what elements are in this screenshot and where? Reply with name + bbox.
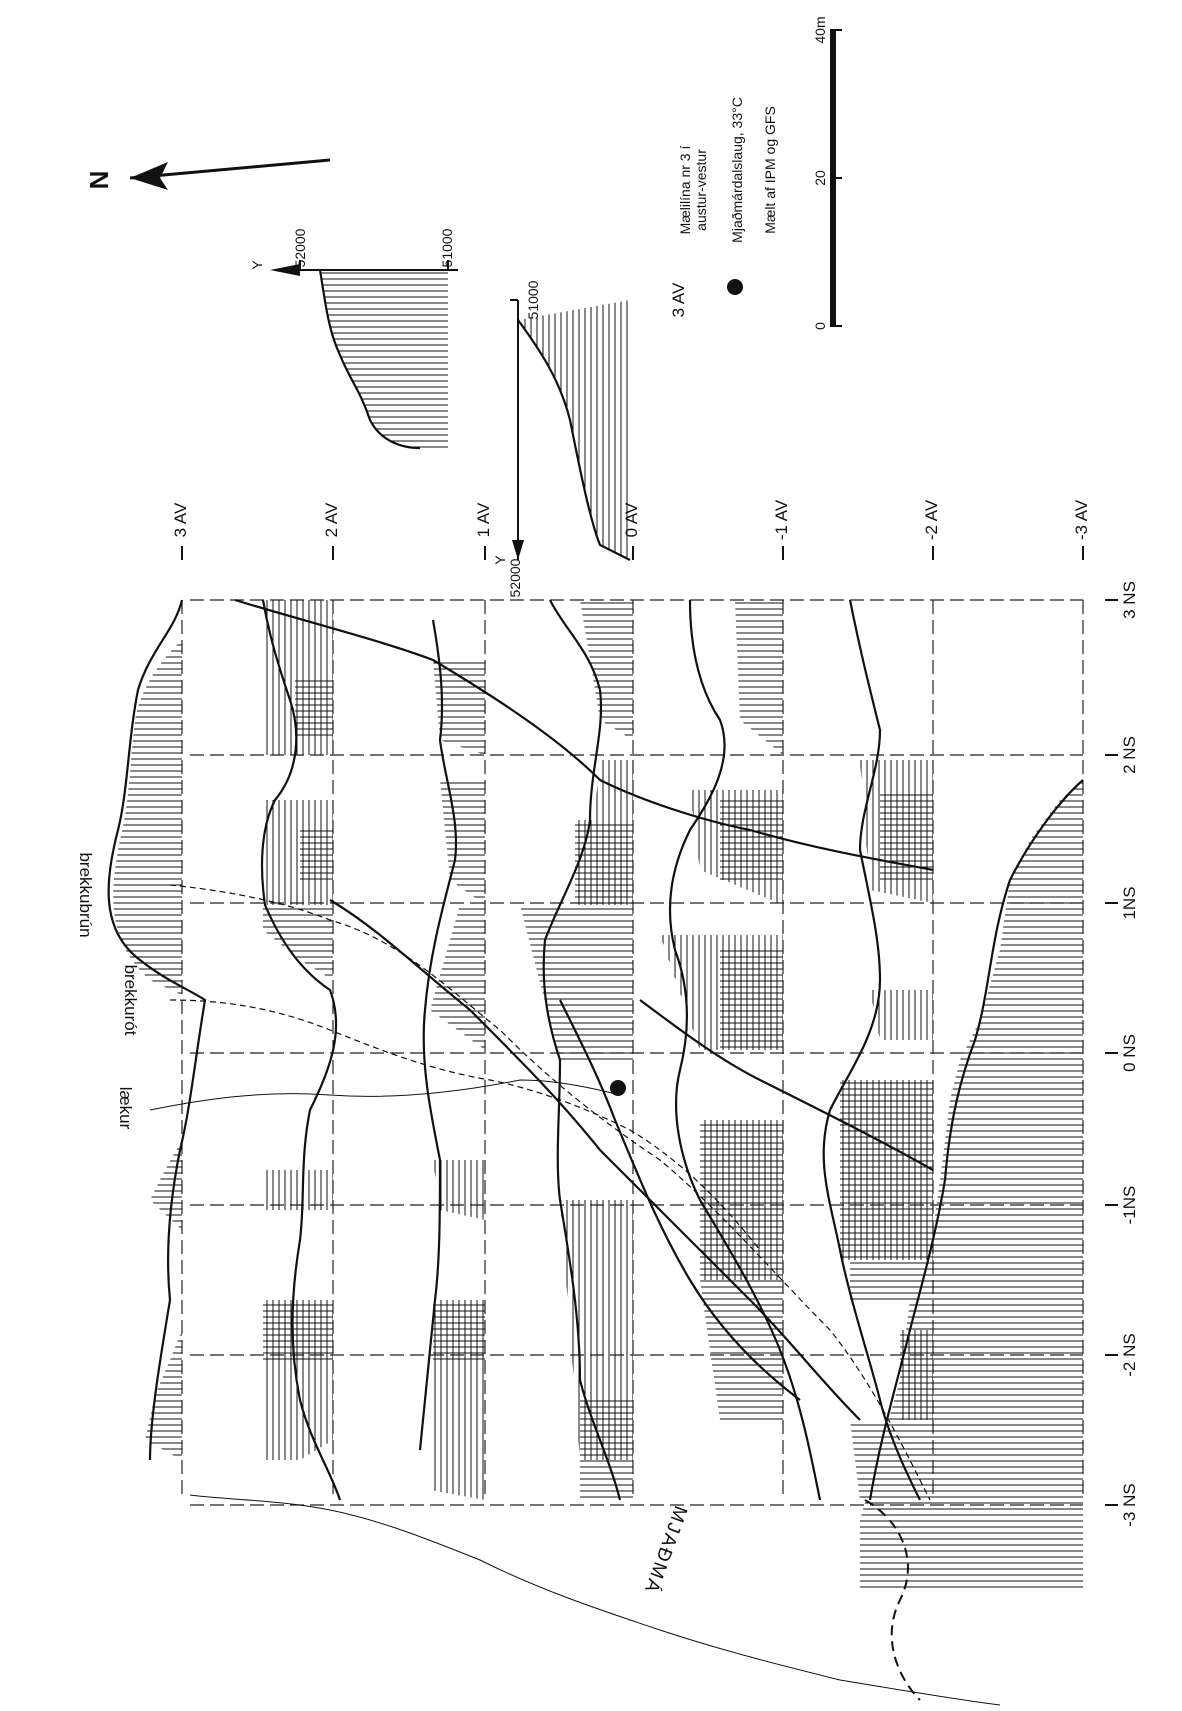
ns-label: 0 NS: [1120, 1034, 1139, 1072]
scale-tick: 20: [812, 170, 828, 186]
anomaly-hatching: [113, 600, 1083, 1590]
river-label: MJAÐMÁ: [640, 1503, 691, 1597]
ns-ticks: [1105, 599, 1118, 1506]
profile-right-tick: 51000: [525, 280, 541, 319]
av-label: 1 AV: [474, 502, 493, 537]
ns-label: -1NS: [1120, 1186, 1139, 1225]
profile-left-tick: 51000: [439, 228, 455, 267]
feature-lines: [149, 884, 1001, 1706]
profile-left: Y 52000 51000: [249, 228, 458, 450]
scale-bar: 0 20 40m: [812, 16, 842, 330]
legend-line-key: 3 AV: [669, 282, 688, 317]
legend: 3 AV Mælilína nr 3 í austur-vestur Mjaðm…: [669, 97, 778, 317]
brekkubrun-label: brekkubrún: [76, 852, 95, 937]
ns-label: -2 NS: [1120, 1333, 1139, 1376]
legend-measured-by: Mælt af IPM og GFS: [762, 106, 778, 234]
profile-right: Y 52000 51000: [492, 280, 631, 565]
av-ticks: [181, 546, 1084, 560]
laekur-label: lækur: [116, 1087, 135, 1130]
av-label: 2 AV: [322, 502, 341, 537]
legend-spring-desc: Mjaðmárdalslaug, 33°C: [729, 97, 745, 243]
profile-right-axis-label: Y: [492, 555, 508, 565]
legend-spring-marker: [727, 279, 743, 295]
scale-tick: 0: [812, 322, 828, 330]
spring-marker: [610, 1080, 626, 1096]
av-label: 3 AV: [171, 502, 190, 537]
ns-labels: 3 NS 2 NS 1NS 0 NS -1NS -2 NS -3 NS: [1120, 581, 1139, 1527]
av-label: -1 AV: [772, 499, 791, 540]
profile-curves: [107, 598, 1084, 1501]
ns-label: 3 NS: [1120, 581, 1139, 619]
brekkurot-label: brekkurót: [121, 965, 140, 1036]
ns-label: 1NS: [1120, 886, 1139, 919]
ns-label: -3 NS: [1120, 1483, 1139, 1526]
scale-tick: 40m: [812, 16, 828, 43]
north-label: N: [84, 171, 114, 190]
legend-line-desc-1: Mælilína nr 3 í: [677, 146, 693, 235]
profile-right-tick-top: 52000: [507, 558, 523, 597]
north-arrow: N: [84, 158, 331, 190]
av-label: -2 AV: [922, 499, 941, 540]
av-label: -3 AV: [1072, 499, 1091, 540]
profile-left-axis-label: Y: [249, 260, 265, 270]
profile-left-tick: 52000: [292, 228, 308, 267]
av-labels: 3 AV 2 AV 1 AV 0 AV -1 AV -2 AV -3 AV: [171, 499, 1091, 540]
legend-line-desc-2: austur-vestur: [693, 149, 709, 231]
ns-label: 2 NS: [1120, 736, 1139, 774]
